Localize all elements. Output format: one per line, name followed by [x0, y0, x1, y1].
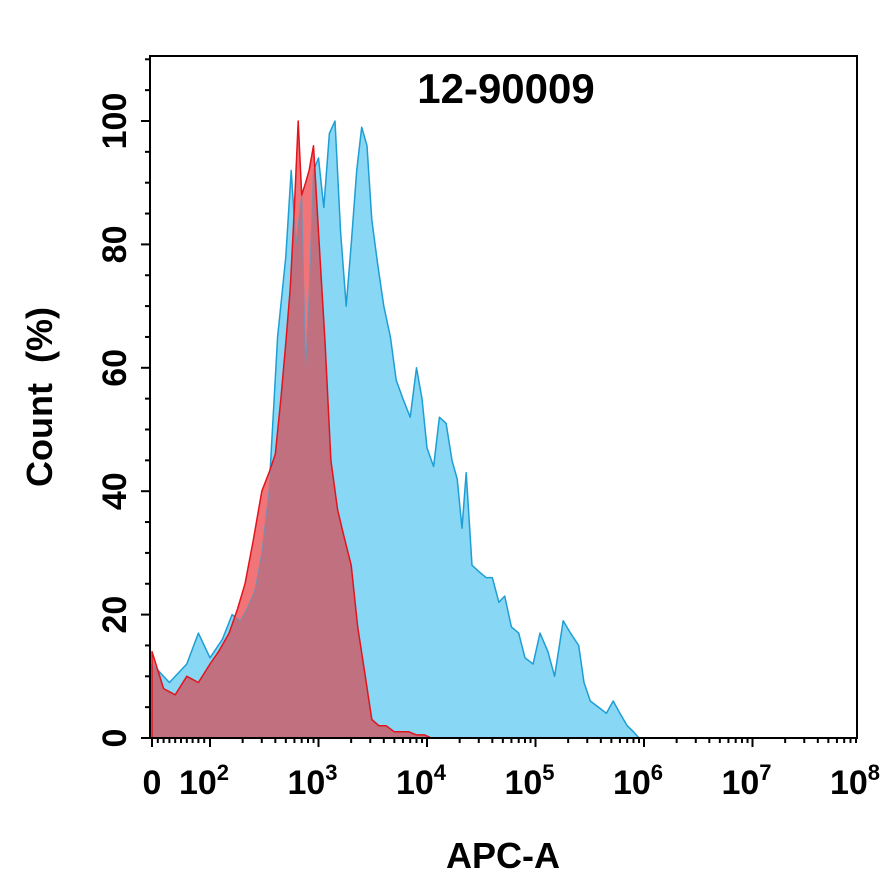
- y-tick-label: 20: [96, 596, 134, 634]
- y-tick-label: 0: [96, 729, 134, 748]
- y-axis-label: Count (%): [19, 307, 60, 487]
- plot-area: [151, 120, 645, 738]
- x-tick-label: 103: [287, 760, 337, 802]
- axes: 0 20 40 60 80 100 0 102 103 104 105 106 107 108: [96, 58, 880, 802]
- x-axis-label: APC-A: [446, 835, 560, 876]
- y-tick-label: 100: [96, 93, 134, 150]
- x-tick-label: 104: [396, 760, 447, 802]
- x-tick-label: 108: [830, 760, 880, 802]
- x-tick-label: 105: [504, 760, 554, 802]
- x-tick-label: 102: [179, 760, 229, 802]
- chart-title: 12-90009: [417, 65, 595, 112]
- x-tick-label: 107: [721, 760, 771, 802]
- y-tick-label: 80: [96, 225, 134, 263]
- y-tick-label: 40: [96, 472, 134, 510]
- x-tick-label: 0: [143, 764, 162, 802]
- y-tick-label: 60: [96, 349, 134, 387]
- series-red-outline: [151, 120, 441, 738]
- x-tick-label: 106: [613, 760, 663, 802]
